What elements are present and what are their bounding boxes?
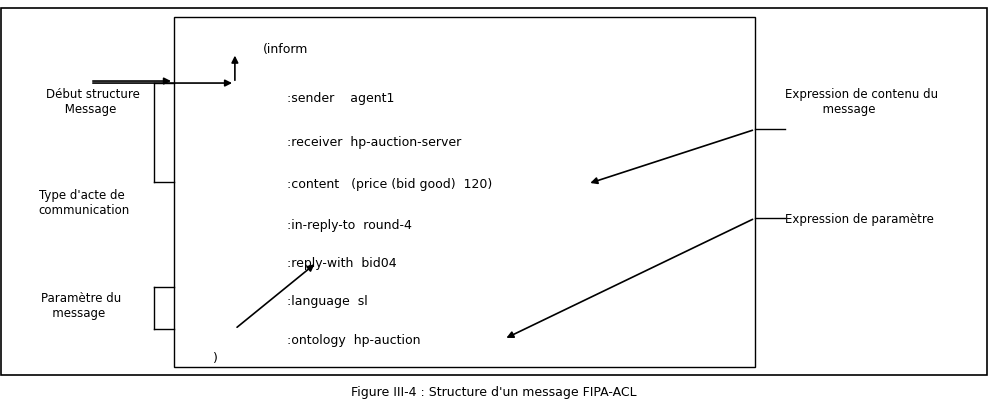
Text: (inform: (inform	[263, 43, 308, 56]
Text: ): )	[213, 351, 218, 364]
Text: :content   (price (bid good)  120): :content (price (bid good) 120)	[288, 178, 492, 191]
Text: :in-reply-to  round-4: :in-reply-to round-4	[288, 218, 412, 231]
Text: Expression de contenu du
          message: Expression de contenu du message	[784, 88, 938, 116]
Text: Type d'acte de
communication: Type d'acte de communication	[39, 189, 130, 216]
Text: Début structure
     Message: Début structure Message	[45, 88, 139, 116]
Text: :reply-with  bid04: :reply-with bid04	[288, 256, 397, 269]
Text: :receiver  hp-auction-server: :receiver hp-auction-server	[288, 136, 461, 149]
Text: Expression de paramètre: Expression de paramètre	[784, 212, 934, 225]
Text: Figure III-4 : Structure d'un message FIPA-ACL: Figure III-4 : Structure d'un message FI…	[351, 385, 637, 398]
Text: :ontology  hp-auction: :ontology hp-auction	[288, 333, 421, 346]
Text: :sender    agent1: :sender agent1	[288, 92, 394, 104]
Bar	[174, 17, 755, 367]
Text: :language  sl: :language sl	[288, 294, 368, 307]
Text: Paramètre du
   message: Paramètre du message	[41, 291, 122, 319]
